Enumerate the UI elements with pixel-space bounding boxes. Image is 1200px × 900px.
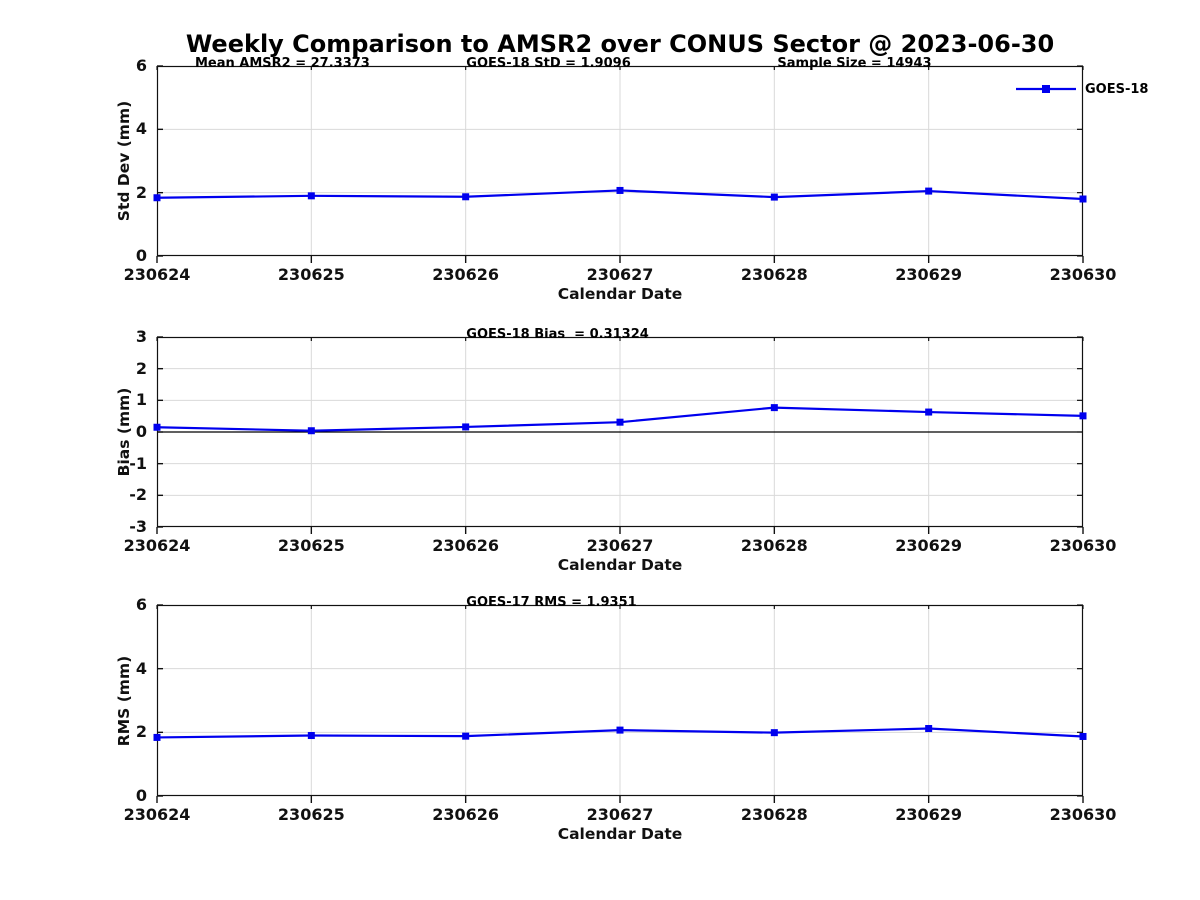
x-tick-label: 230629 [895, 536, 963, 555]
panel-annotation: GOES-18 Bias = 0.31324 [466, 327, 649, 342]
data-marker [1079, 195, 1087, 203]
plot-area-std-dev [153, 65, 1087, 263]
y-axis-label: Bias (mm) [115, 387, 133, 477]
x-tick-label: 230627 [586, 805, 654, 824]
y-tick-label: -1 [129, 453, 147, 473]
x-tick-label: 230624 [123, 805, 191, 824]
x-tick-label: 230630 [1049, 536, 1117, 555]
x-tick-label: 230628 [740, 536, 808, 555]
x-tick-label: 230629 [895, 265, 963, 284]
panel-annotation: GOES-17 RMS = 1.9351 [466, 595, 637, 610]
y-tick-label: 2 [135, 358, 147, 378]
x-tick-label: 230624 [123, 265, 191, 284]
data-marker [1079, 732, 1087, 740]
y-tick-label: 4 [135, 658, 147, 678]
data-marker [307, 732, 315, 740]
y-tick-label: 1 [135, 390, 147, 410]
x-tick-label: 230630 [1049, 805, 1117, 824]
data-marker [925, 187, 933, 195]
data-marker [153, 194, 161, 202]
data-marker [770, 404, 778, 412]
y-tick-label: 3 [135, 327, 147, 346]
data-marker [616, 726, 624, 734]
x-tick-label: 230628 [740, 805, 808, 824]
x-axis-label: Calendar Date [557, 825, 683, 843]
data-marker [462, 193, 470, 201]
data-marker [925, 725, 933, 733]
data-marker [1079, 412, 1087, 420]
plot-area-bias [153, 336, 1087, 534]
x-tick-label: 230627 [586, 265, 654, 284]
y-tick-label: -2 [129, 485, 147, 505]
x-tick-label: 230625 [277, 805, 345, 824]
data-marker [462, 732, 470, 740]
x-tick-label: 230626 [432, 805, 500, 824]
data-marker [462, 423, 470, 431]
y-tick-label: 0 [135, 246, 147, 265]
x-tick-label: 230626 [432, 536, 500, 555]
data-marker [925, 408, 933, 416]
x-tick-label: 230627 [586, 536, 654, 555]
data-marker [616, 418, 624, 426]
data-marker [770, 729, 778, 737]
data-marker [307, 192, 315, 200]
x-axis-label: Calendar Date [557, 285, 683, 303]
y-axis-label: Std Dev (mm) [115, 100, 133, 222]
y-tick-label: 2 [135, 722, 147, 742]
y-tick-label: -3 [129, 517, 147, 536]
data-marker [616, 186, 624, 194]
y-tick-label: 2 [135, 182, 147, 202]
y-tick-label: 0 [135, 422, 147, 441]
data-marker [770, 193, 778, 201]
plot-area-rms [153, 604, 1087, 803]
panel-annotation: Mean AMSR2 = 27.3373 [194, 56, 370, 71]
y-tick-label: 6 [135, 56, 147, 75]
x-tick-label: 230625 [277, 265, 345, 284]
x-tick-label: 230626 [432, 265, 500, 284]
legend: GOES-18 [1016, 81, 1148, 97]
data-marker [307, 427, 315, 435]
y-tick-label: 6 [135, 595, 147, 614]
x-tick-label: 230624 [123, 536, 191, 555]
panel-annotation: Sample Size = 14943 [777, 56, 932, 71]
x-tick-label: 230630 [1049, 265, 1117, 284]
data-marker [153, 423, 161, 431]
x-tick-label: 230629 [895, 805, 963, 824]
x-axis-label: Calendar Date [557, 556, 683, 574]
legend-marker [1042, 85, 1050, 93]
x-tick-label: 230628 [740, 265, 808, 284]
legend-line-sample-icon [1016, 85, 1076, 93]
y-axis-label: RMS (mm) [115, 655, 133, 746]
data-marker [153, 733, 161, 741]
legend-series-label: GOES-18 [1085, 81, 1149, 97]
y-tick-label: 4 [135, 119, 147, 139]
y-tick-label: 0 [135, 786, 147, 805]
x-tick-label: 230625 [277, 536, 345, 555]
figure-title: Weekly Comparison to AMSR2 over CONUS Se… [185, 30, 1055, 58]
panel-annotation: GOES-18 StD = 1.9096 [466, 56, 631, 71]
